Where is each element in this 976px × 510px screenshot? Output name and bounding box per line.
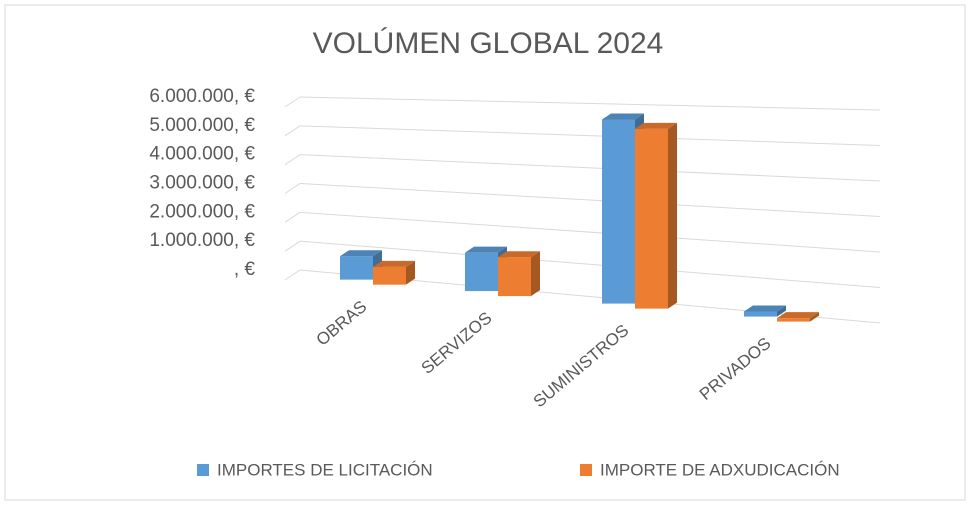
bar-top bbox=[373, 260, 415, 267]
bar-front bbox=[373, 266, 406, 285]
bar-front bbox=[744, 311, 777, 317]
legend-swatch bbox=[580, 464, 592, 476]
bar-front bbox=[340, 256, 373, 280]
grid-wall bbox=[284, 211, 301, 223]
legend-swatch bbox=[197, 464, 209, 476]
y-tick-label: 1.000.000, € bbox=[149, 230, 255, 251]
bar-side bbox=[531, 251, 540, 297]
bar-side bbox=[777, 305, 786, 317]
y-tick-label: 4.000.000, € bbox=[149, 144, 255, 165]
bar-top bbox=[635, 122, 677, 129]
grid-wall bbox=[284, 125, 301, 137]
bar-top bbox=[340, 250, 382, 257]
bar bbox=[498, 251, 540, 297]
grid-wall bbox=[284, 183, 301, 194]
y-tick-label: 3.000.000, € bbox=[149, 173, 255, 194]
grid-line bbox=[299, 154, 881, 182]
bar-top bbox=[602, 113, 644, 120]
y-tick-label: , € bbox=[234, 259, 256, 280]
grid-wall bbox=[284, 269, 301, 281]
bar-side bbox=[668, 122, 677, 309]
bar-front bbox=[635, 128, 668, 309]
grid-line bbox=[299, 240, 881, 288]
legend-label: IMPORTE DE ADXUDICACIÓN bbox=[600, 460, 840, 479]
bar bbox=[744, 305, 786, 317]
y-tick-label: 5.000.000, € bbox=[149, 115, 255, 136]
chart-title: VOLÚMEN GLOBAL 2024 bbox=[313, 27, 664, 60]
bar-front bbox=[777, 318, 810, 322]
grid-line bbox=[299, 125, 881, 146]
bar bbox=[635, 122, 677, 309]
bar-top bbox=[498, 251, 540, 258]
bar-top bbox=[465, 246, 507, 253]
bar-side bbox=[810, 312, 819, 322]
bar-front bbox=[498, 257, 531, 297]
bar-front bbox=[465, 252, 498, 292]
grid-line bbox=[299, 96, 881, 111]
legend-label: IMPORTES DE LICITACIÓN bbox=[217, 460, 433, 479]
y-tick-label: 2.000.000, € bbox=[149, 201, 255, 222]
bar-top bbox=[744, 305, 786, 312]
grid-wall bbox=[284, 154, 301, 166]
grid-line bbox=[299, 183, 881, 217]
bar-side bbox=[406, 260, 415, 285]
y-tick-label: 6.000.000, € bbox=[149, 86, 255, 107]
grid-wall bbox=[284, 240, 301, 252]
bar bbox=[340, 250, 382, 280]
bar bbox=[777, 312, 819, 322]
bar-top bbox=[777, 312, 819, 319]
bar bbox=[373, 260, 415, 285]
grid-wall bbox=[284, 96, 301, 108]
grid-line bbox=[299, 211, 881, 253]
bar-front bbox=[602, 119, 635, 304]
